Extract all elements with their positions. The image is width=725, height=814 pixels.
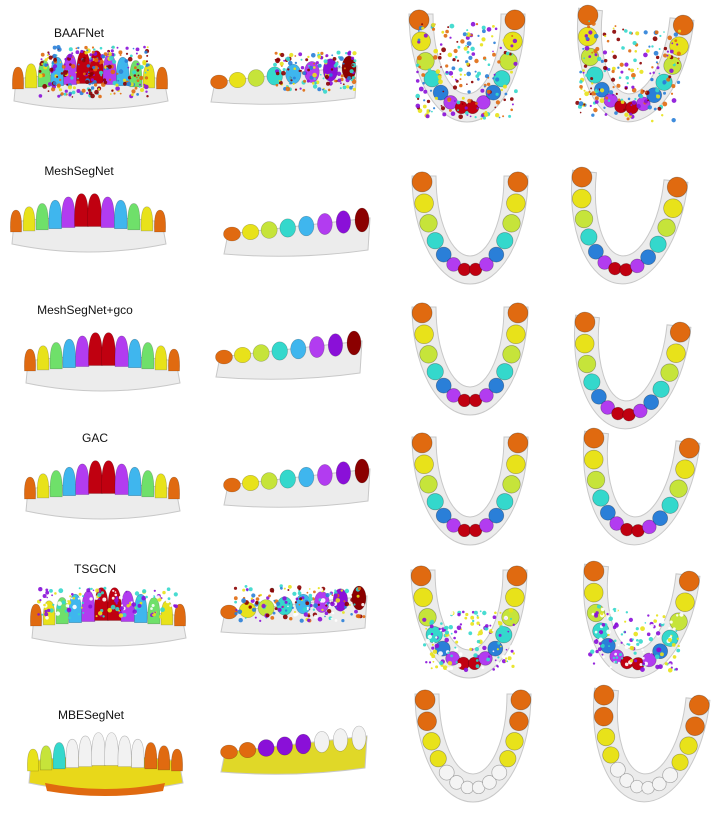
occlusal-view-a [405,166,535,296]
dental-arch-occlusal-render [411,302,529,416]
front-view [22,449,182,524]
result-row-baafnet: BAAFNet [0,4,725,146]
dental-arch-front-render [24,332,181,392]
dental-arch-side-render [220,725,368,775]
dental-arch-front-render [12,45,169,110]
front-view [8,182,168,257]
occlusal-view-b [566,4,696,134]
dental-arch-occlusal-render [414,689,532,803]
method-label: GAC [81,431,108,445]
method-label: TSGCN [74,562,116,576]
method-label: BAAFNet [53,26,104,40]
front-view [22,321,182,396]
side-view [205,46,365,116]
occlusal-view-a [404,560,534,690]
front-view [25,721,185,796]
dental-arch-front-render [24,460,181,520]
dental-arch-occlusal-render [582,427,701,546]
dental-arch-side-render [223,207,371,257]
dental-arch-occlusal-render [570,166,689,285]
dental-arch-side-render [220,584,368,635]
occlusal-view-b [563,311,693,441]
dental-arch-occlusal-render [411,171,529,285]
dental-arch-occlusal-render [410,565,528,679]
dental-arch-front-render [30,586,187,647]
dental-arch-side-render [223,458,371,508]
dental-arch-occlusal-render [573,311,692,430]
result-row-meshsegnet: MeshSegNet [0,160,725,292]
front-view [10,39,170,114]
occlusal-view-a [402,4,532,134]
side-view [218,198,378,268]
dental-arch-occlusal-render [408,9,526,123]
dental-arch-occlusal-render [582,560,701,679]
occlusal-view-a [405,297,535,427]
method-label: MBESegNet [57,708,125,722]
result-row-tsgcn: TSGCN [0,556,725,688]
front-view [28,576,188,651]
dental-arch-front-render [27,732,184,796]
side-view [215,716,375,786]
method-label: MeshSegNet+gco [37,303,133,317]
side-view [210,321,370,391]
occlusal-view-a [408,684,538,814]
occlusal-view-b [560,166,690,296]
dental-arch-occlusal-render [575,4,695,123]
result-row-mbesegnet: MBESegNet [0,664,725,803]
dental-arch-front-render [10,193,167,253]
occlusal-view-b [582,684,712,814]
segmentation-comparison-grid: BAAFNet MeshSegNet MeshSegNet+gco GAC TS… [0,4,725,803]
side-view [218,449,378,519]
occlusal-view-a [405,427,535,557]
occlusal-view-b [572,427,702,557]
side-view [215,576,375,646]
result-row-meshsegnet-gco: MeshSegNet+gco [0,297,725,430]
method-label: MeshSegNet [44,164,114,178]
occlusal-view-b [572,560,702,690]
dental-arch-occlusal-render [592,684,711,803]
result-row-gac: GAC [0,425,725,557]
dental-arch-occlusal-render [411,432,529,546]
dental-arch-side-render [215,330,363,380]
dental-arch-side-render [210,50,358,105]
